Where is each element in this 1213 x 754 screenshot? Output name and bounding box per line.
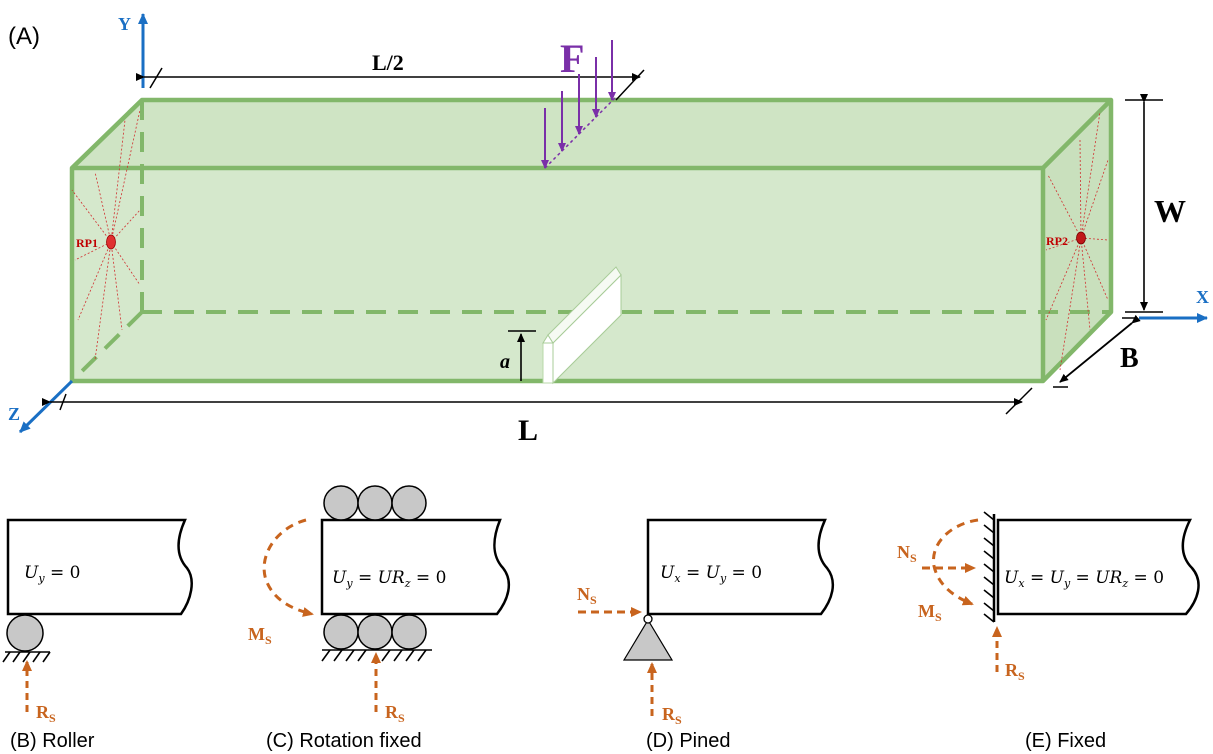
crack-notch <box>541 266 623 385</box>
rotation-fixed-caption: (C) Rotation fixed <box>266 730 422 752</box>
roller-ground-hatch <box>2 651 51 663</box>
beam-front-face <box>72 168 1043 381</box>
roller-circle <box>6 614 44 652</box>
fixed-moment-arrow <box>932 518 979 606</box>
roller-reaction-label: RS <box>36 702 56 725</box>
beam-top-face <box>72 100 1111 168</box>
rotation-fixed-reaction-label: RS <box>385 702 405 725</box>
y-axis-label: Y <box>118 14 131 34</box>
panel-b-roller: Uy = 0 RS (B) Roller <box>2 518 193 752</box>
pin-joint <box>643 614 653 624</box>
panel-c-rotation-fixed: Uy = URz = 0 MS RS (C) Rotation fixed <box>248 485 511 752</box>
panel-a-label: (A) <box>8 23 40 50</box>
rotation-fixed-beam-section <box>320 518 511 616</box>
x-axis-label: X <box>1196 287 1209 307</box>
roller-caption: (B) Roller <box>10 730 95 752</box>
z-axis-label: Z <box>8 404 20 424</box>
crack-depth-label: a <box>500 351 510 373</box>
beam-visible-edges <box>69 97 1114 384</box>
fixed-equation: Ux = Uy = URz = 0 <box>1004 568 1164 590</box>
fixed-beam-section <box>996 518 1200 616</box>
fixed-wall <box>983 511 996 623</box>
fixed-caption: (E) Fixed <box>1025 730 1106 752</box>
rp2-point <box>1076 231 1086 245</box>
rotation-fixed-equation: Uy = URz = 0 <box>332 568 446 590</box>
coordinate-axes: Y X Z <box>8 13 1209 434</box>
crack-depth-dimension: a <box>500 330 536 381</box>
rp1-label: RP1 <box>76 236 98 250</box>
rotation-fixed-moment-arrow <box>262 518 314 617</box>
roller-equation: Uy = 0 <box>24 563 80 585</box>
half-length-dimension: L/2 <box>136 50 645 101</box>
pined-caption: (D) Pined <box>646 730 730 752</box>
thickness-label: B <box>1120 343 1139 374</box>
length-dimension: L <box>42 387 1033 447</box>
pin-support-triangle <box>622 618 674 661</box>
applied-load: F <box>541 36 617 169</box>
fixed-normal-label: NS <box>897 542 917 565</box>
pined-reaction-label: RS <box>662 704 682 727</box>
roller-beam-section <box>6 518 193 616</box>
half-length-label: L/2 <box>372 50 404 75</box>
rp1-point <box>106 234 116 250</box>
panel-a: (A) <box>8 13 1209 447</box>
rotation-fixed-top-rollers <box>323 485 427 521</box>
force-label: F <box>560 36 584 81</box>
pined-beam-section <box>646 518 835 616</box>
panel-e-fixed: Ux = Uy = URz = 0 NS MS RS (E) Fixed <box>897 511 1200 752</box>
rotation-fixed-ground-hatch <box>321 649 432 662</box>
fixed-reaction-label: RS <box>1005 660 1025 683</box>
pined-equation: Ux = Uy = 0 <box>660 563 762 585</box>
rp2-label: RP2 <box>1046 234 1068 248</box>
beam-hidden-edges <box>70 100 1111 383</box>
length-label: L <box>518 414 538 447</box>
rotation-fixed-moment-label: MS <box>248 624 272 647</box>
fixed-moment-label: MS <box>918 601 942 624</box>
rp1-coupling-lines <box>71 109 141 361</box>
panel-d-pined: Ux = Uy = 0 NS RS (D) Pined <box>577 518 835 752</box>
beam-box: RP1 RP2 <box>69 97 1114 385</box>
width-dimension: W <box>1125 94 1186 313</box>
thickness-dimension: B <box>1053 314 1141 388</box>
width-label: W <box>1154 193 1186 229</box>
rotation-fixed-bottom-rollers <box>323 614 427 650</box>
z-axis-arrow <box>18 379 74 434</box>
pined-normal-label: NS <box>577 584 597 607</box>
